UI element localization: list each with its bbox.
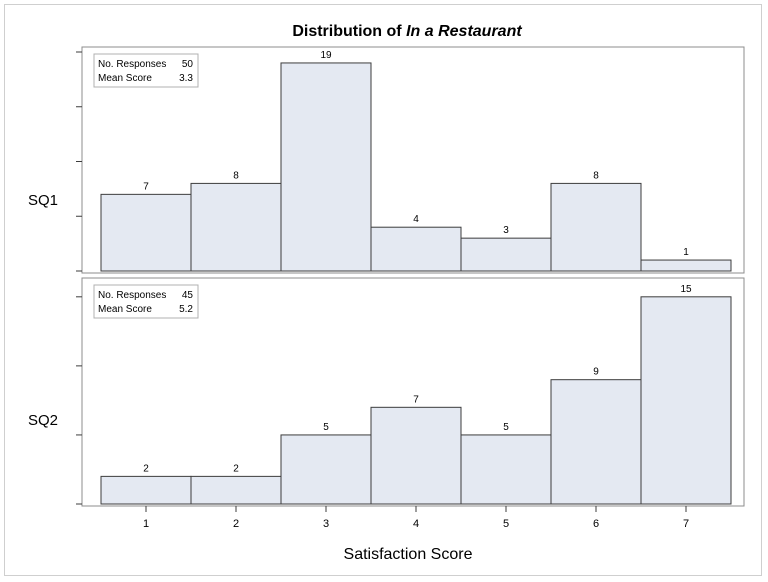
bar-sq2-7 (640, 296, 732, 505)
stats-box (93, 53, 199, 88)
bar-label: 8 (593, 170, 599, 181)
bar-label: 5 (503, 422, 509, 433)
bar-sq1-7 (640, 259, 732, 272)
bar-label: 4 (413, 214, 419, 225)
bar-sq1-6 (550, 182, 642, 272)
x-tick-label: 3 (323, 518, 329, 530)
bar-sq2-5 (460, 434, 552, 505)
stats-responses-label: No. Responses (98, 290, 166, 301)
panels-group: 7 8 19 4 3 8 1 No. Responses 50 Mean Score 3.3 SQ1 2… (28, 46, 745, 507)
x-axis-label: Satisfaction Score (344, 546, 473, 563)
bar-label: 7 (413, 394, 419, 405)
chart-title-emphasis: In a Restaurant (406, 23, 522, 40)
bar-label: 15 (680, 284, 692, 295)
x-tick-label: 1 (143, 518, 149, 530)
x-tick-label: 5 (503, 518, 509, 530)
bar-label: 2 (143, 463, 149, 474)
row-label-sq1: SQ1 (28, 192, 58, 209)
bar-label: 8 (233, 170, 239, 181)
bar-label: 3 (503, 225, 509, 236)
x-axis: 1 2 3 4 5 6 7 (143, 506, 689, 530)
chart-title: Distribution of In a Restaurant (292, 23, 522, 40)
x-tick-label: 4 (413, 518, 419, 530)
x-tick-label: 2 (233, 518, 239, 530)
stats-mean-label: Mean Score (98, 304, 152, 315)
stats-mean-label: Mean Score (98, 73, 152, 84)
x-tick-label: 6 (593, 518, 599, 530)
stats-responses-value: 45 (182, 290, 194, 301)
x-tick-label: 7 (683, 518, 689, 530)
bar-label: 1 (683, 247, 689, 258)
bar-sq2-3 (280, 434, 372, 505)
bar-label: 5 (323, 422, 329, 433)
bar-sq2-4 (370, 406, 462, 505)
stats-box (93, 284, 199, 319)
bar-sq1-1 (100, 193, 192, 272)
bar-label: 2 (233, 463, 239, 474)
bar-sq1-5 (460, 237, 552, 272)
row-label-sq2: SQ2 (28, 412, 58, 429)
stats-mean-value: 5.2 (179, 304, 193, 315)
bar-label: 9 (593, 367, 599, 378)
bar-label: 19 (320, 50, 332, 61)
bar-sq2-2 (190, 475, 282, 505)
panel-sq1: 7 8 19 4 3 8 1 No. Responses 50 Mean Score 3.3 SQ1 (28, 46, 745, 274)
bar-sq1-2 (190, 182, 282, 272)
bar-sq1-3 (280, 62, 372, 272)
bar-sq2-6 (550, 379, 642, 505)
stats-responses-value: 50 (182, 59, 194, 70)
chart-title-prefix: Distribution of (292, 23, 406, 40)
bar-sq1-4 (370, 226, 462, 272)
panel-sq2: 2 2 5 7 5 9 15 No. Responses 45 Mean Score 5.2 SQ2 (28, 277, 745, 507)
stats-mean-value: 3.3 (179, 73, 193, 84)
bar-label: 7 (143, 181, 149, 192)
stats-responses-label: No. Responses (98, 59, 166, 70)
bar-sq2-1 (100, 475, 192, 505)
